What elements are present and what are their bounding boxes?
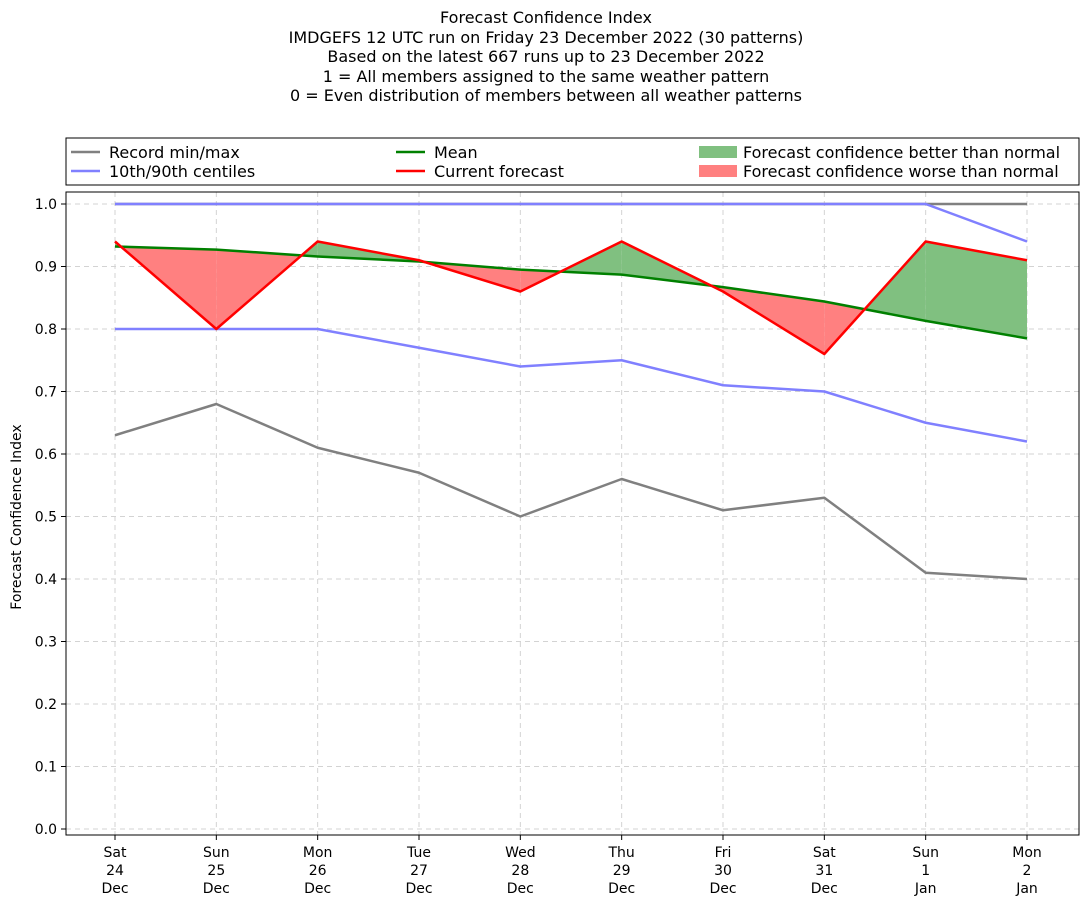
y-tick-label-0: 0.0	[35, 822, 57, 838]
y-tick-label-8: 0.8	[35, 322, 57, 338]
legend-label-current: Current forecast	[434, 162, 564, 181]
x-tick-label-4: Wed 28 Dec	[505, 845, 536, 897]
series-p90	[115, 202, 1028, 243]
legend-swatch-worse	[699, 165, 737, 177]
title-line-4: 1 = All members assigned to the same wea…	[322, 66, 770, 86]
series-lines	[114, 202, 1028, 581]
title-line-3: Based on the latest 667 runs up to 23 De…	[327, 47, 765, 66]
title-line-2: IMDGEFS 12 UTC run on Friday 23 December…	[288, 27, 804, 47]
axes: 0.0 0.1 0.2 0.3 0.4 0.5 0.6 0.7 0.8 0.9 1.0 Sat 24 De…	[35, 191, 1080, 897]
y-tick-label-7: 0.7	[35, 385, 57, 401]
x-tick-label-6: Fri 30 Dec	[709, 845, 736, 897]
y-tick-label-3: 0.3	[35, 635, 57, 651]
y-tick-label-9: 0.9	[35, 260, 57, 276]
x-tick-label-9: Mon 2 Jan	[1012, 845, 1042, 897]
legend-frame	[65, 137, 1080, 186]
title-line-1: Forecast Confidence Index	[440, 8, 652, 27]
y-tick-label-1: 0.1	[35, 760, 57, 776]
x-tick-label-1: Sun 25 Dec	[203, 845, 230, 897]
better-fill-7-1	[864, 241, 926, 321]
series-current	[114, 240, 1028, 356]
legend-label-better: Forecast confidence better than normal	[743, 143, 1060, 162]
legend-label-centiles: 10th/90th centiles	[109, 162, 255, 181]
legend-label-mean: Mean	[434, 143, 478, 162]
better-fill-8-0	[925, 241, 1027, 339]
x-tick-label-5: Thu 29 Dec	[608, 845, 636, 897]
x-tick-label-3: Tue 27 Dec	[405, 845, 432, 897]
y-axis-label: Forecast Confidence Index	[9, 424, 25, 609]
series-record-min	[114, 402, 1028, 581]
plot-frame	[65, 191, 1080, 836]
y-tick-label-4: 0.4	[35, 572, 57, 588]
legend-label-worse: Forecast confidence worse than normal	[743, 162, 1059, 181]
series-mean	[114, 245, 1028, 340]
legend-label-record: Record min/max	[109, 143, 240, 162]
legend-swatch-better	[699, 146, 737, 158]
worse-fill-7-0	[824, 301, 865, 354]
x-tick-label-7: Sat 31 Dec	[811, 845, 838, 897]
series-p10	[115, 327, 1028, 443]
x-tick-label-8: Sun 1 Jan	[912, 845, 939, 897]
y-tick-label-5: 0.5	[35, 510, 57, 526]
y-tick-label-6: 0.6	[35, 447, 57, 463]
legend: Record min/max 10th/90th centiles Mean C…	[65, 137, 1080, 186]
y-tick-label-2: 0.2	[35, 697, 57, 713]
y-tick-label-10: 1.0	[35, 197, 57, 213]
x-tick-label-2: Mon 26 Dec	[303, 845, 333, 897]
chart-title: Forecast Confidence Index IMDGEFS 12 UTC…	[0, 8, 1092, 106]
title-line-5: 0 = Even distribution of members between…	[289, 86, 803, 105]
x-tick-label-0: Sat 24 Dec	[101, 845, 128, 897]
